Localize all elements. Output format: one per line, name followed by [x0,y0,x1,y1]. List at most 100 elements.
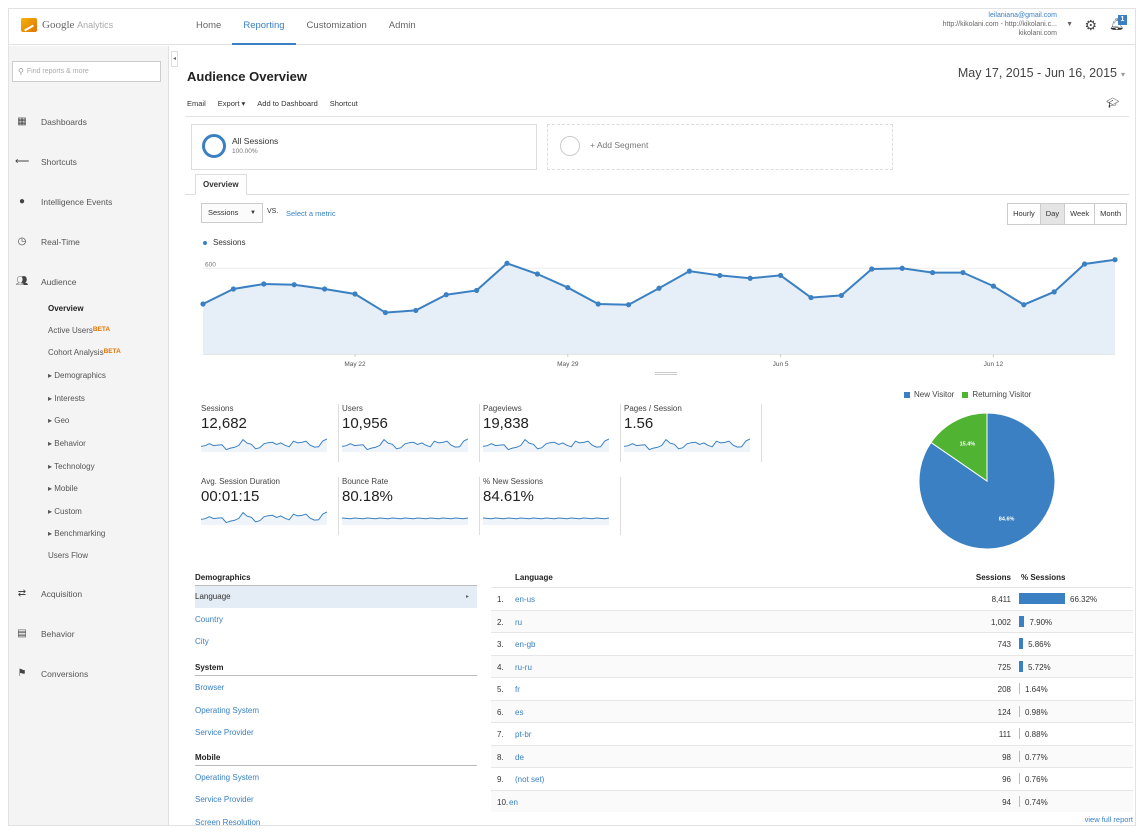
language-link[interactable]: en-gb [515,640,536,649]
demo-link-mobile-os[interactable]: Operating System [195,773,260,782]
data-point[interactable] [322,286,328,292]
language-link[interactable]: (not set) [515,775,545,784]
pie-slice-new-visitor[interactable] [918,412,1056,550]
sidebar-item-conversions[interactable]: ⚑ Conversions [15,668,89,679]
language-link[interactable]: en [509,797,518,807]
sidebar-sub-users-flow[interactable]: Users Flow [48,551,89,560]
export-button[interactable]: Export ▾ [217,99,246,108]
add-segment-button[interactable]: + Add Segment [547,124,893,170]
legend-returning-visitor[interactable]: Returning Visitor [962,390,1031,399]
data-point[interactable] [291,282,297,288]
sidebar-sub-mobile[interactable]: ▸ Mobile [48,484,78,493]
view-full-report-link[interactable]: view full report [1084,815,1133,824]
granularity-week[interactable]: Week [1064,204,1095,224]
sidebar-sub-benchmarking[interactable]: ▸ Benchmarking [48,529,106,538]
data-point[interactable] [626,302,632,308]
language-link[interactable]: fr [515,685,520,694]
granularity-day[interactable]: Day [1039,204,1065,224]
demo-link-service-provider[interactable]: Service Provider [195,728,254,737]
chevron-down-icon[interactable]: ▼ [1066,21,1073,28]
sidebar-sub-cohort[interactable]: Cohort AnalysisBETA [48,348,121,357]
data-point[interactable] [1082,261,1088,267]
scorecard-pages-per-session[interactable]: Pages / Session 1.56 [622,404,762,462]
sidebar-item-audience[interactable]: 👥︎ Audience [15,276,77,287]
data-point[interactable] [504,260,510,266]
demo-link-screen-resolution[interactable]: Screen Resolution [195,818,261,826]
data-point[interactable] [838,292,845,299]
sidebar-sub-active-users[interactable]: Active UsersBETA [48,326,111,335]
data-point[interactable] [595,301,601,307]
data-point[interactable] [960,269,966,276]
chart-resize-handle[interactable] [655,372,677,375]
demo-link-language[interactable]: Language ▸ [195,586,477,608]
sidebar-item-acquisition[interactable]: ⇄ Acquisition [15,588,82,599]
add-to-dashboard-button[interactable]: Add to Dashboard [257,99,318,108]
language-link[interactable]: ru-ru [515,662,532,672]
sidebar-sub-custom[interactable]: ▸ Custom [48,507,82,516]
data-point[interactable] [413,307,419,314]
data-point[interactable] [747,275,753,281]
sidebar-item-dashboards[interactable]: ▦ Dashboards [15,116,87,127]
nav-reporting[interactable]: Reporting [232,9,296,45]
language-link[interactable]: es [515,707,524,717]
data-point[interactable] [869,266,875,272]
nav-customization[interactable]: Customization [306,20,367,31]
google-analytics-logo[interactable]: Google Analytics [21,18,113,32]
language-link[interactable]: en-us [515,595,536,604]
sidebar-sub-geo[interactable]: ▸ Geo [48,416,70,425]
sidebar-sub-technology[interactable]: ▸ Technology [48,462,95,471]
legend-new-visitor[interactable]: New Visitor [904,390,954,399]
data-point[interactable] [1051,289,1057,295]
nav-home[interactable]: Home [196,20,222,31]
sidebar-item-behavior[interactable]: ▤ Behavior [15,628,74,639]
scorecard-new-sessions[interactable]: % New Sessions 84.61% [481,477,621,535]
data-point[interactable] [200,301,206,307]
data-point[interactable] [656,285,662,291]
pie-slice-returning-visitor[interactable] [930,412,988,482]
data-point[interactable] [717,272,723,279]
data-point[interactable] [474,287,480,294]
demo-link-mobile-provider[interactable]: Service Provider [195,795,254,804]
granularity-hourly[interactable]: Hourly [1008,204,1040,224]
language-link[interactable]: pt-br [515,730,532,739]
scorecard-bounce-rate[interactable]: Bounce Rate 80.18% [340,477,480,535]
sidebar-sub-behavior[interactable]: ▸ Behavior [48,439,86,448]
data-point[interactable] [778,272,784,279]
collapse-sidebar-icon[interactable]: ◂ [171,51,178,67]
account-selector[interactable]: leilaniana@gmail.com http://kikolani.com… [943,11,1057,38]
date-range-picker[interactable]: May 17, 2015 - Jun 16, 2015 ▾ [958,66,1125,80]
data-point[interactable] [382,309,388,316]
data-point[interactable] [990,283,997,289]
email-button[interactable]: Email [187,99,206,108]
data-point[interactable] [443,292,449,298]
language-link[interactable]: ru [515,617,523,627]
sidebar-sub-interests[interactable]: ▸ Interests [48,394,85,403]
granularity-month[interactable]: Month [1094,204,1126,224]
nav-admin[interactable]: Admin [388,20,416,31]
data-point[interactable] [352,291,358,297]
demo-link-country[interactable]: Country [195,615,224,624]
scorecard-pageviews[interactable]: Pageviews 19,838 [481,404,621,462]
sidebar-item-realtime[interactable]: ◷ Real-Time [15,236,80,247]
demo-link-browser[interactable]: Browser [195,683,225,692]
segment-all-sessions[interactable]: All Sessions 100.00% [191,124,537,170]
scorecard-sessions[interactable]: Sessions 12,682 [199,404,339,462]
gear-icon[interactable]: ⚙ [1084,17,1097,33]
select-metric-link[interactable]: Select a metric [286,209,336,218]
sidebar-sub-overview[interactable]: Overview [48,304,84,313]
graduation-cap-icon[interactable]: 🎓︎ [1106,98,1119,109]
data-point[interactable] [686,268,692,274]
data-point[interactable] [808,294,814,301]
data-point[interactable] [565,284,571,291]
notifications-button[interactable]: 🔔︎ 1 [1109,15,1127,31]
data-point[interactable] [230,286,236,292]
data-point[interactable] [534,271,540,277]
sidebar-item-shortcuts[interactable]: ⟵ Shortcuts [15,156,77,167]
language-link[interactable]: de [515,752,524,762]
demo-link-city[interactable]: City [195,637,209,646]
scorecard-avg-duration[interactable]: Avg. Session Duration 00:01:15 [199,477,339,535]
sidebar-sub-demographics[interactable]: ▸ Demographics [48,371,106,380]
demo-link-os[interactable]: Operating System [195,706,260,715]
scorecard-users[interactable]: Users 10,956 [340,404,480,462]
data-point[interactable] [261,281,267,287]
